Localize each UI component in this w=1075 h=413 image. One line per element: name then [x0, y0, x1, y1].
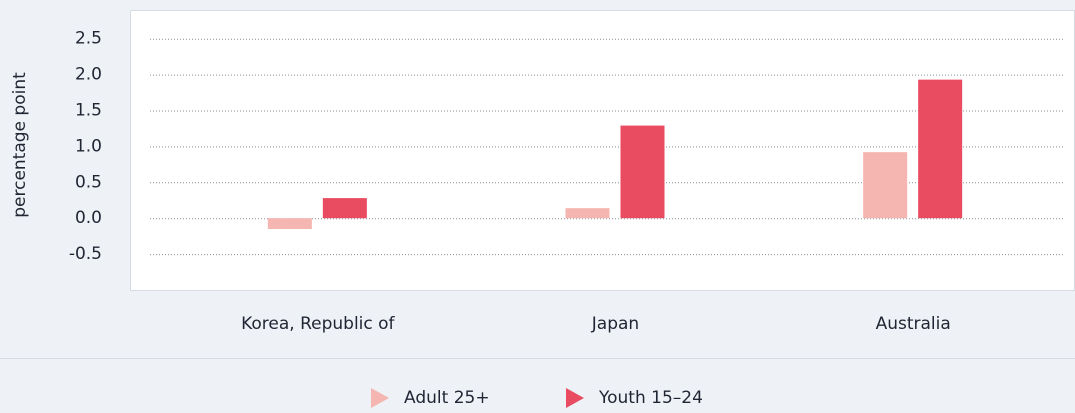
legend-label: Youth 15–24 — [598, 388, 703, 408]
bar — [863, 152, 908, 219]
y-tick-label: 1.5 — [75, 101, 102, 121]
y-tick-label: 0.5 — [75, 172, 102, 192]
bar — [267, 218, 312, 229]
y-tick-label: 0.0 — [75, 208, 102, 228]
y-tick-label: 1.0 — [75, 136, 102, 156]
bar — [322, 198, 367, 219]
y-tick-label: 2.5 — [75, 29, 102, 49]
bar — [565, 208, 610, 219]
plot-area — [130, 10, 1075, 291]
y-tick-label: 2.0 — [75, 65, 102, 85]
legend-marker — [371, 388, 389, 408]
bar — [620, 125, 665, 219]
legend-marker — [566, 388, 584, 408]
x-tick-label: Australia — [876, 314, 951, 334]
x-tick-label: Japan — [591, 314, 639, 334]
x-tick-label: Korea, Republic of — [241, 314, 395, 334]
legend-label: Adult 25+ — [404, 388, 490, 408]
y-axis-label: percentage point — [10, 72, 30, 218]
y-tick-label: -0.5 — [69, 244, 102, 264]
bar — [918, 79, 963, 219]
